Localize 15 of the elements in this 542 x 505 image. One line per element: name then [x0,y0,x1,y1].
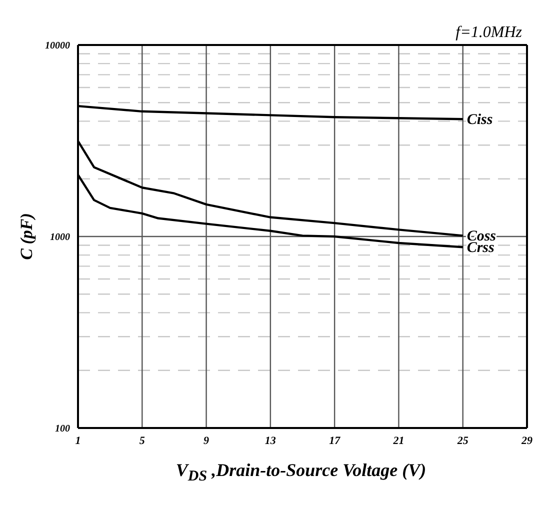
x-tick-label: 1 [75,434,81,447]
x-tick-label: 17 [329,434,341,447]
y-tick-label: 10000 [45,40,70,52]
x-tick-label: 29 [520,434,533,447]
series-label: Ciss [466,112,493,128]
x-tick-label: 9 [204,434,210,447]
y-tick-label: 100 [55,424,70,435]
text: f=1.0MHz [456,24,522,42]
x-tick-label: 25 [456,434,469,447]
x-tick-label: 21 [392,434,404,447]
x-tick-label: 5 [139,434,146,447]
x-axis-title: V$_{DS}$ ,Drain-to-Source Voltage (V) [174,460,428,486]
y-axis-title: C (pF) [17,213,36,260]
x-tick-label: 13 [264,434,276,447]
y-tick-label: 1000 [50,232,70,244]
